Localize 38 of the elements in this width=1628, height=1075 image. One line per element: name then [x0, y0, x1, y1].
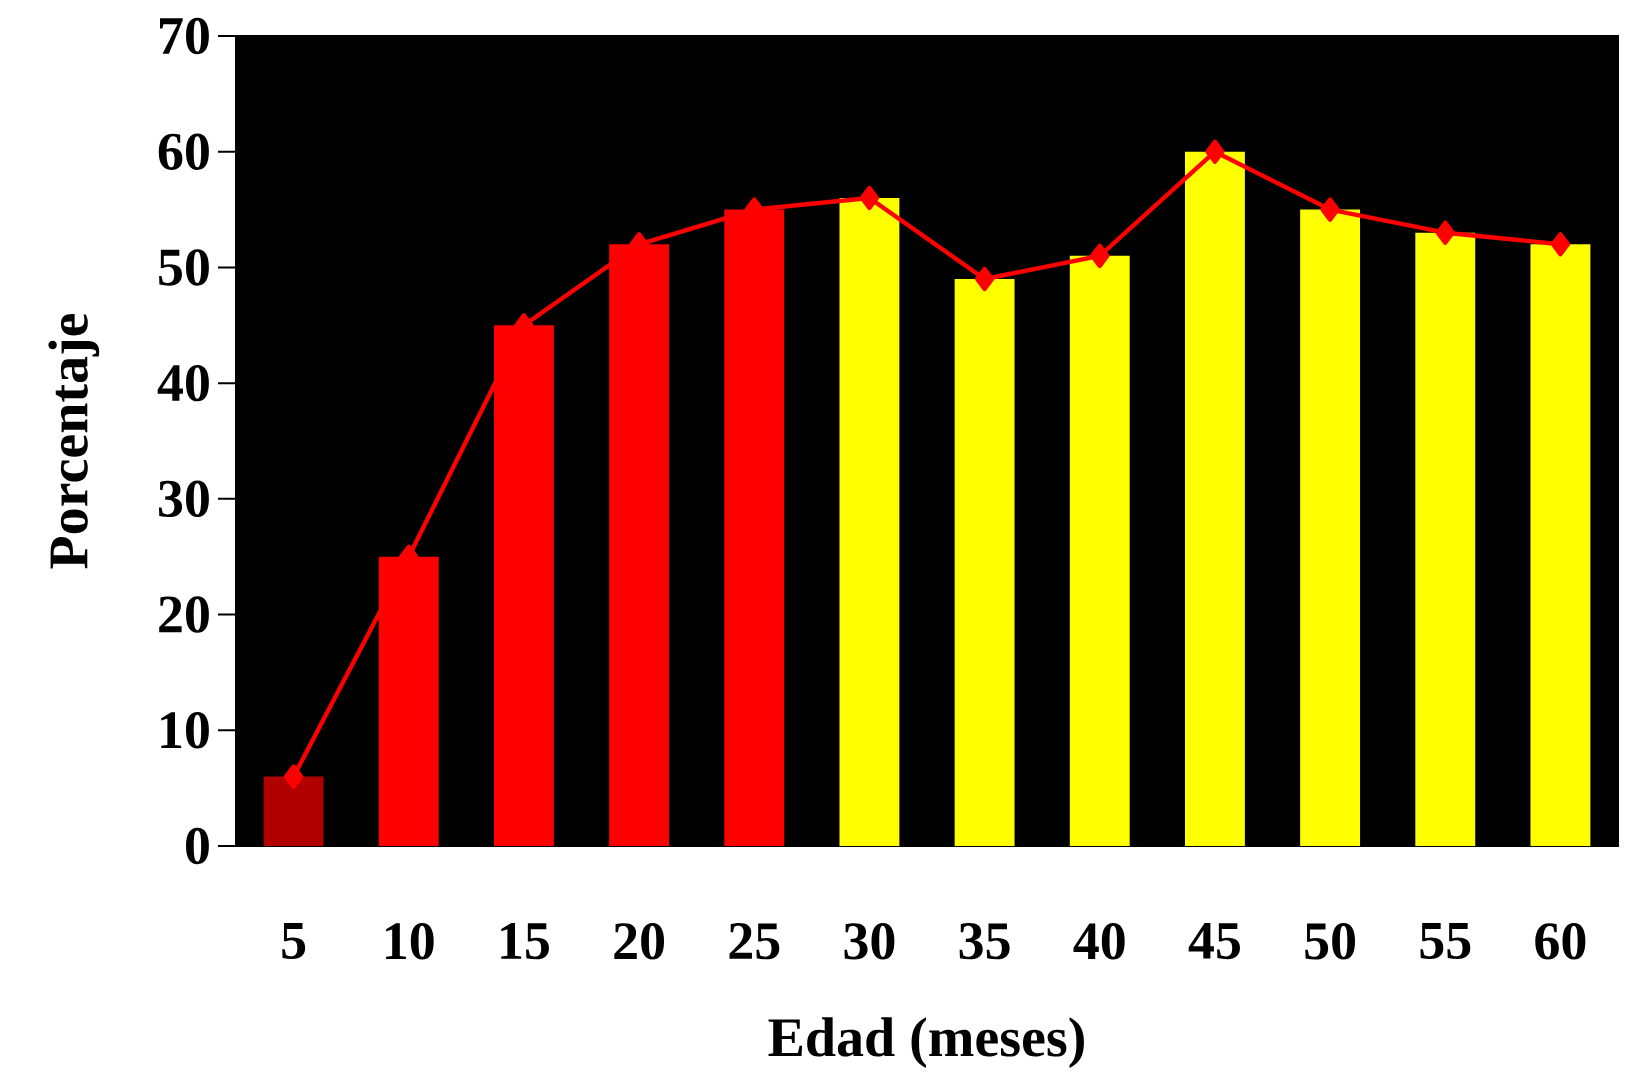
x-tick-label: 10 [386, 923, 434, 960]
x-tick-label: 15 [501, 923, 549, 960]
point [1550, 232, 1571, 257]
y-tick-label: 30 [158, 480, 209, 518]
x-tick-label: 40 [1073, 923, 1125, 960]
y-axis-title: Porcentaje [48, 314, 100, 569]
x-tick-label: 50 [1305, 923, 1356, 960]
y-tick-label: 10 [161, 712, 209, 749]
point [283, 764, 304, 789]
bar [839, 198, 900, 847]
bar [1184, 151, 1245, 847]
y-tick-label: 0 [186, 827, 209, 865]
point [1435, 220, 1455, 246]
x-tick-label: 5 [282, 923, 306, 960]
y-tick-label: 60 [158, 133, 209, 171]
x-axis-title: Edad (meses) [768, 1017, 1084, 1069]
y-tick-label: 20 [159, 596, 209, 633]
point [859, 185, 880, 211]
x-tick-label: 60 [1535, 923, 1586, 960]
x-tick-label: 45 [1188, 923, 1240, 960]
point [1090, 243, 1110, 269]
y-tick-label: 70 [160, 17, 209, 55]
bar [1415, 232, 1476, 847]
x-tick-label: 30 [844, 923, 895, 960]
point [1320, 197, 1340, 222]
point [1205, 139, 1225, 165]
bar [954, 279, 1015, 847]
bar [1300, 209, 1361, 847]
y-tick-label: 40 [157, 365, 209, 402]
x-tick-label: 20 [614, 923, 665, 960]
bar [1530, 244, 1591, 847]
y-tick-label: 50 [159, 249, 209, 286]
x-tick-label: 55 [1420, 923, 1471, 960]
x-tick-label: 35 [959, 923, 1010, 960]
bar [263, 776, 324, 847]
x-tick-label: 25 [729, 923, 780, 960]
bar [1069, 256, 1130, 847]
point [974, 266, 995, 292]
